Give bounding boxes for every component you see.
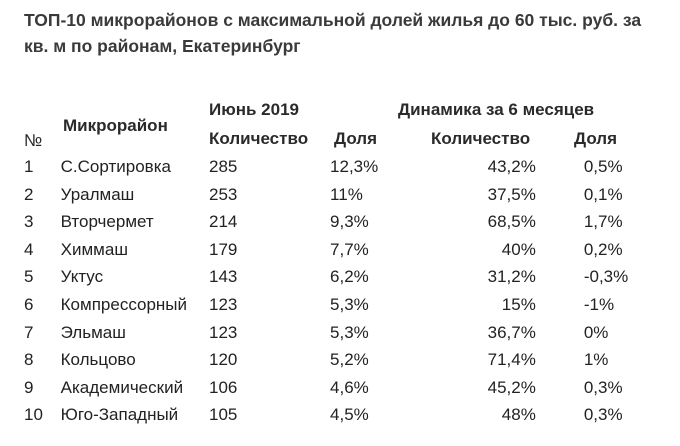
row-count: 123 xyxy=(209,322,238,342)
header-dynamics: Динамика за 6 месяцев xyxy=(398,100,595,119)
row-district: Юго-Западный xyxy=(60,405,179,425)
row-count: 253 xyxy=(209,184,238,204)
header-num: № xyxy=(24,131,43,150)
districts-table: 1 С.Сортировка 285 12,3% 43,2% 0,5% 2 Ур… xyxy=(18,153,680,429)
row-share: 12,3% xyxy=(330,157,379,176)
row-count: 105 xyxy=(209,405,238,425)
header-dyn-share: Доля xyxy=(574,129,617,148)
row-share: 11% xyxy=(330,184,363,204)
row-num: 10 xyxy=(24,405,43,425)
row-dyn-count: 68,5% xyxy=(487,212,536,232)
row-district: Уралмаш xyxy=(60,184,135,204)
row-dyn-share: 0% xyxy=(583,322,609,342)
row-count: 143 xyxy=(209,267,238,287)
row-share: 5,3% xyxy=(330,322,369,342)
row-num: 7 xyxy=(24,322,34,342)
row-dyn-share: 0,3% xyxy=(583,377,623,397)
header-district: Микрорайон xyxy=(63,116,168,135)
row-num: 2 xyxy=(24,184,34,204)
row-share: 9,3% xyxy=(330,212,369,232)
row-district: Кольцово xyxy=(60,350,136,370)
table-row: 5 Уктус 143 6,2% 31,2% -0,3% xyxy=(18,263,680,291)
row-dyn-count: 37,5% xyxy=(487,184,536,204)
row-dyn-count: 45,2% xyxy=(487,377,536,397)
row-district: Химмаш xyxy=(60,239,128,259)
table-row: 6 Компрессорный 123 5,3% 15% -1% xyxy=(18,291,680,319)
row-num: 9 xyxy=(24,377,34,397)
row-share: 4,5% xyxy=(330,405,369,425)
row-dyn-share: 0,3% xyxy=(583,405,623,425)
row-district: С.Сортировка xyxy=(60,157,171,176)
row-dyn-share: 0,2% xyxy=(583,239,623,259)
row-num: 5 xyxy=(24,267,34,287)
table-row: 10 Юго-Западный 105 4,5% 48% 0,3% xyxy=(18,401,680,429)
row-share: 5,3% xyxy=(330,294,369,314)
row-dyn-count: 15% xyxy=(501,294,536,314)
row-share: 6,2% xyxy=(330,267,369,287)
row-district: Вторчермет xyxy=(60,212,154,232)
row-num: 3 xyxy=(24,212,34,232)
table-body: 1 С.Сортировка 285 12,3% 43,2% 0,5% 2 Ур… xyxy=(18,153,680,429)
row-dyn-count: 71,4% xyxy=(487,350,536,370)
row-district: Уктус xyxy=(60,267,104,287)
row-count: 179 xyxy=(209,239,238,259)
row-count: 123 xyxy=(209,294,238,314)
row-district: Эльмаш xyxy=(60,322,126,342)
row-dyn-count: 40% xyxy=(501,239,536,259)
row-share: 7,7% xyxy=(330,239,369,259)
table-row: 9 Академический 106 4,6% 45,2% 0,3% xyxy=(18,374,680,402)
table-row: 1 С.Сортировка 285 12,3% 43,2% 0,5% xyxy=(18,153,680,181)
row-dyn-count: 48% xyxy=(501,405,536,425)
row-num: 4 xyxy=(24,239,34,259)
table-row: 8 Кольцово 120 5,2% 71,4% 1% xyxy=(18,346,680,374)
row-share: 5,2% xyxy=(330,350,369,370)
header-dyn-count: Количество xyxy=(431,129,531,148)
row-district: Компрессорный xyxy=(60,294,188,314)
row-count: 285 xyxy=(209,157,238,176)
header-june: Июнь 2019 xyxy=(209,100,299,119)
page-title: ТОП-10 микрорайонов с максимальной долей… xyxy=(24,10,642,56)
row-count: 214 xyxy=(209,212,238,232)
header-count: Количество xyxy=(209,129,309,148)
table-row: 3 Вторчермет 214 9,3% 68,5% 1,7% xyxy=(18,208,680,236)
row-dyn-count: 43,2% xyxy=(487,157,536,176)
row-num: 1 xyxy=(24,157,34,176)
row-share: 4,6% xyxy=(330,377,369,397)
row-dyn-count: 36,7% xyxy=(487,322,536,342)
row-district: Академический xyxy=(60,377,184,397)
row-dyn-share: 1% xyxy=(583,350,609,370)
row-dyn-share: -1% xyxy=(583,294,615,314)
table-row: 7 Эльмаш 123 5,3% 36,7% 0% xyxy=(18,319,680,347)
row-dyn-share: 0,1% xyxy=(583,184,623,204)
row-num: 8 xyxy=(24,350,34,370)
row-dyn-share: 1,7% xyxy=(583,212,623,232)
row-dyn-share: 0,5% xyxy=(583,157,623,176)
row-num: 6 xyxy=(24,294,34,314)
row-count: 106 xyxy=(209,377,238,397)
row-dyn-count: 31,2% xyxy=(487,267,536,287)
table-row: 2 Уралмаш 253 11% 37,5% 0,1% xyxy=(18,181,680,209)
table-row: 4 Химмаш 179 7,7% 40% 0,2% xyxy=(18,236,680,264)
row-count: 120 xyxy=(209,350,238,370)
header-share: Доля xyxy=(334,129,377,148)
row-dyn-share: -0,3% xyxy=(583,267,629,287)
